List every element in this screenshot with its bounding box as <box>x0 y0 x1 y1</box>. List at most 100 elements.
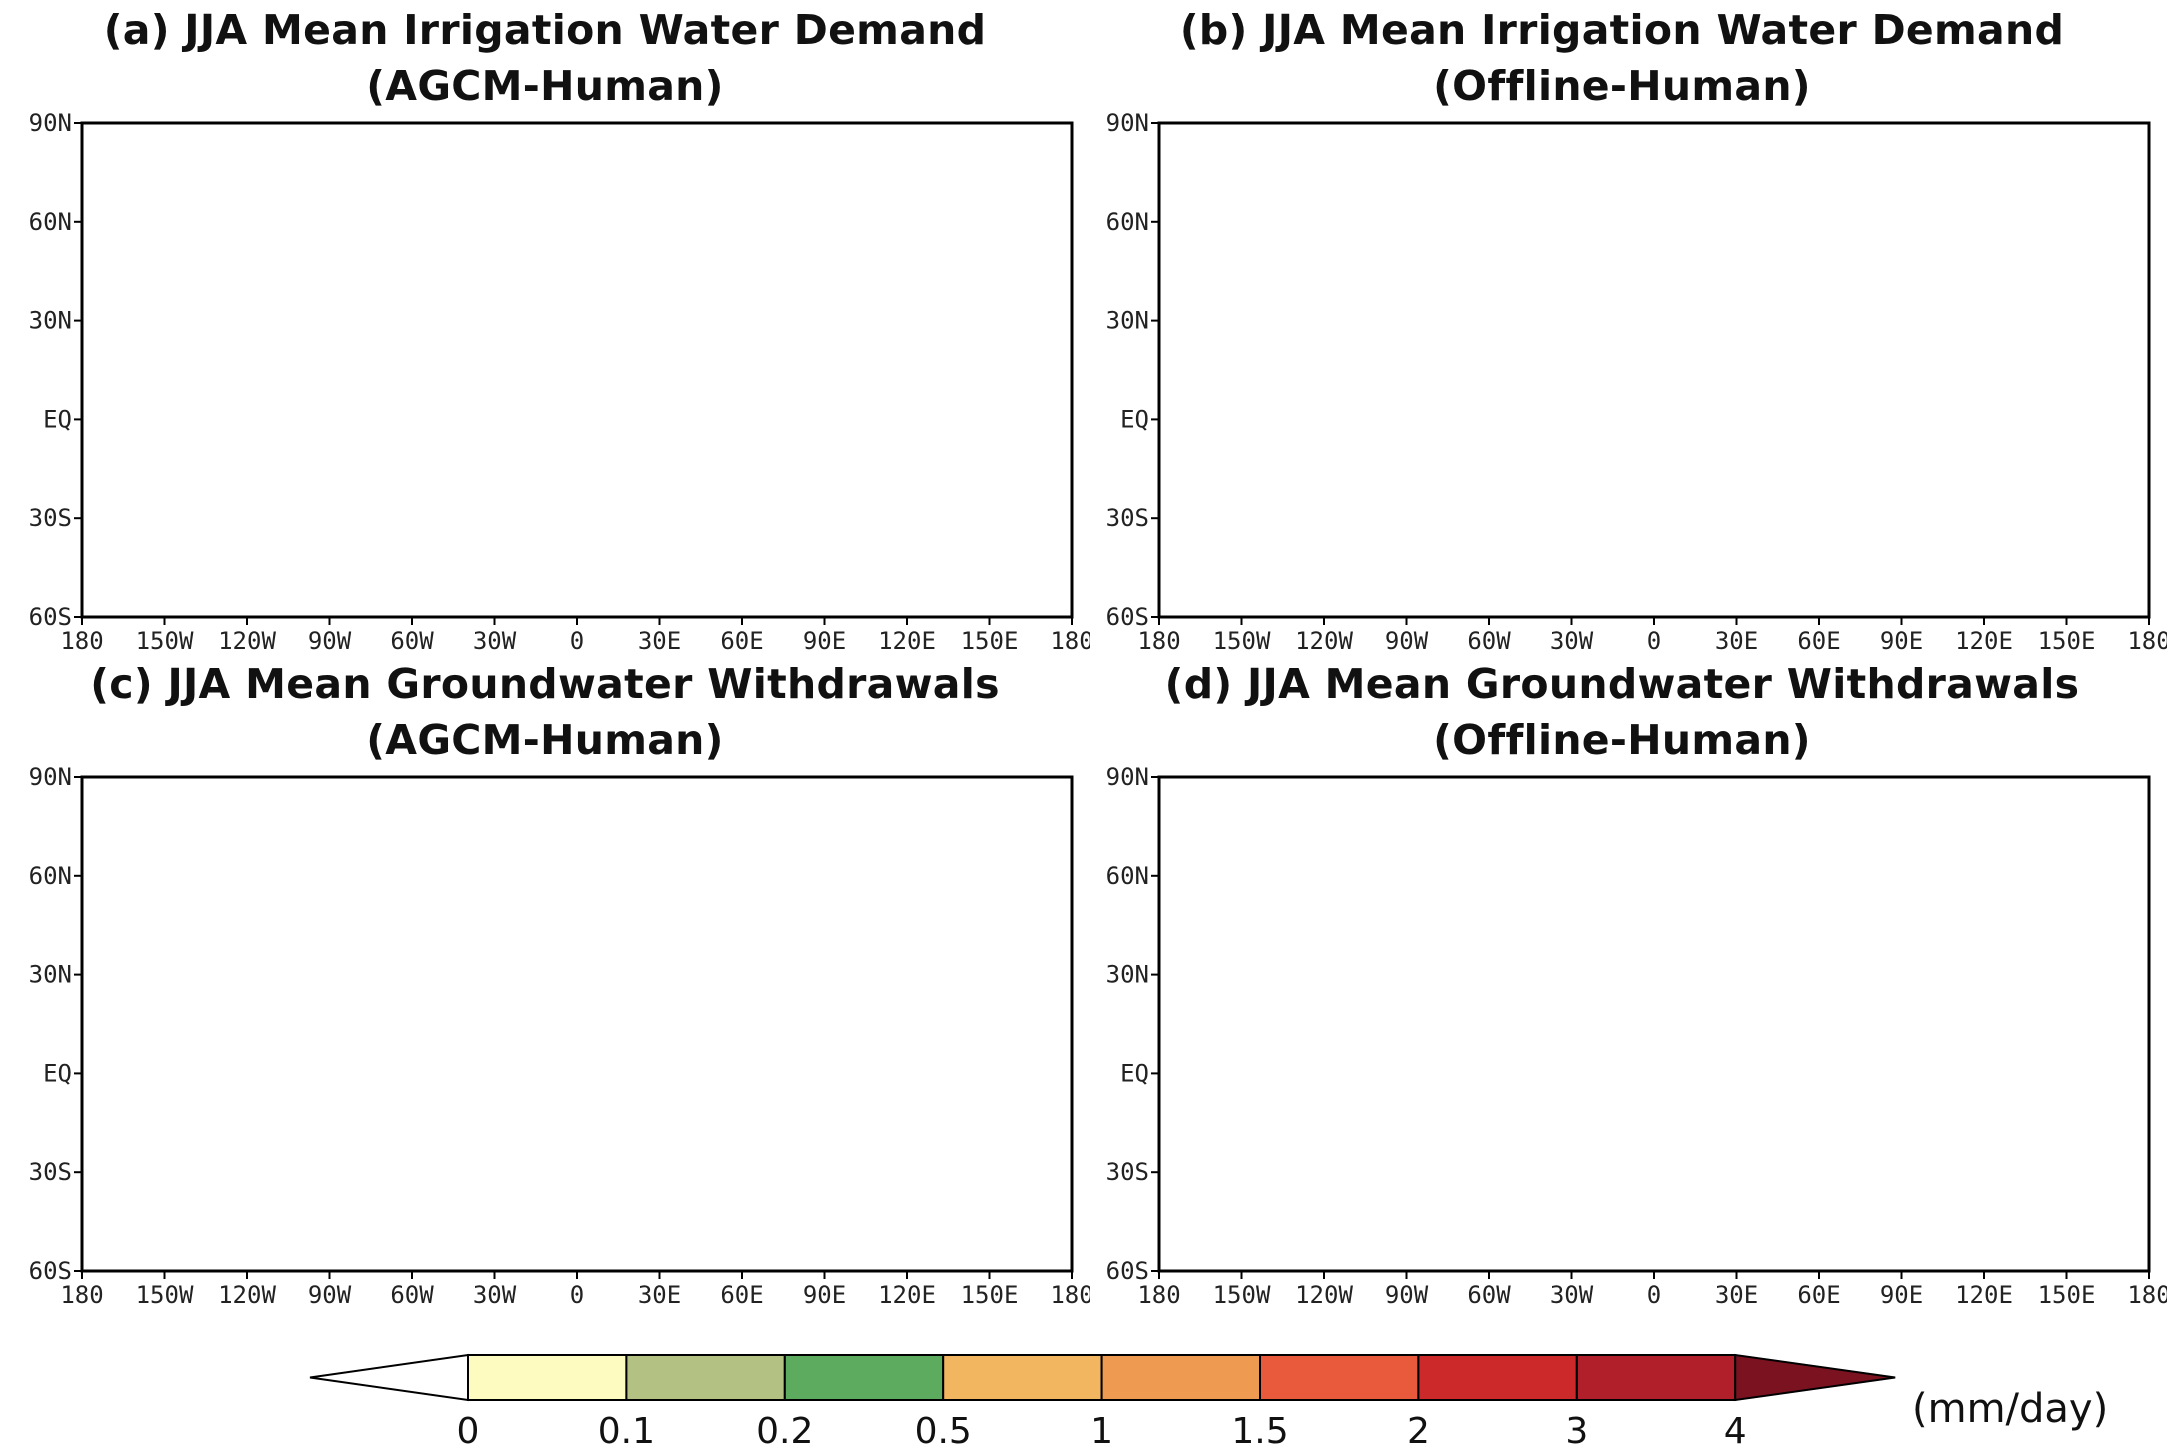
lon-tick-label: 60W <box>1467 627 1511 650</box>
lon-tick-label: 60W <box>390 627 434 650</box>
colorbar-box <box>467 1354 628 1401</box>
lat-tick-label: 90N <box>1106 109 1149 137</box>
lon-tick-label: 60E <box>1797 627 1840 650</box>
panel-subtitle: (Offline-Human) <box>1433 62 1811 110</box>
lon-tick-label: 150W <box>1213 627 1271 650</box>
lon-tick-label: 180 <box>1050 627 1090 650</box>
lon-tick-label: 150E <box>961 1281 1019 1304</box>
lat-tick-label: 60S <box>29 1257 72 1285</box>
lon-tick-label: 120E <box>878 1281 936 1304</box>
map-frame <box>80 121 1074 619</box>
colorbar-box <box>942 1354 1103 1401</box>
lon-tick-label: 90W <box>308 627 352 650</box>
lon-tick-label: 150E <box>961 627 1019 650</box>
colorbar-lower-extension <box>309 1353 469 1402</box>
lat-tick-label: 60S <box>1106 1257 1149 1285</box>
lon-tick-label: 60E <box>720 1281 763 1304</box>
colorbar-tick-label: 0.2 <box>756 1411 813 1450</box>
lon-tick-label: 120W <box>1295 627 1353 650</box>
lon-tick-label: 120E <box>1955 1281 2013 1304</box>
lon-tick-label: 150E <box>2038 1281 2096 1304</box>
lon-tick-label: 30W <box>1550 1281 1594 1304</box>
colorbar-tick-label: 4 <box>1724 1411 1747 1450</box>
panel-title: (d) JJA Mean Groundwater Withdrawals <box>1164 660 2080 708</box>
colorbar-tick-label: 2 <box>1407 1411 1430 1450</box>
lon-tick-label: 30E <box>638 627 681 650</box>
lon-tick-label: 180 <box>1137 1281 1180 1304</box>
map-frame <box>1157 121 2151 619</box>
lon-tick-label: 120W <box>218 1281 276 1304</box>
colorbar-tick-label: 0 <box>457 1411 480 1450</box>
lon-tick-label: 120W <box>218 627 276 650</box>
lon-tick-label: 0 <box>570 627 584 650</box>
lat-tick-label: 60N <box>1106 862 1149 890</box>
lon-tick-label: 90E <box>803 627 846 650</box>
colorbar-unit: (mm/day) <box>1912 1386 2109 1432</box>
lat-tick-label: 60S <box>29 603 72 631</box>
lon-tick-label: 90W <box>308 1281 352 1304</box>
lat-tick-label: 90N <box>1106 763 1149 791</box>
lat-tick-label: 30S <box>1106 504 1149 532</box>
map-frame <box>80 775 1074 1273</box>
colorbar-box <box>1417 1354 1578 1401</box>
lon-tick-label: 150W <box>136 627 194 650</box>
lat-tick-label: EQ <box>43 405 72 433</box>
lon-tick-label: 30E <box>638 1281 681 1304</box>
lon-tick-label: 60W <box>390 1281 434 1304</box>
lon-tick-label: 180 <box>2127 1281 2167 1304</box>
lon-tick-label: 150W <box>136 1281 194 1304</box>
lat-tick-label: EQ <box>1120 405 1149 433</box>
colorbar-tick-label: 0.1 <box>598 1411 655 1450</box>
lon-tick-label: 180 <box>60 627 103 650</box>
panel-d: (d) JJA Mean Groundwater Withdrawals (Of… <box>1077 654 2167 1304</box>
panel-subtitle: (AGCM-Human) <box>366 62 724 110</box>
colorbar-tick-label: 1 <box>1090 1411 1113 1450</box>
lon-tick-label: 0 <box>570 1281 584 1304</box>
lat-tick-label: 90N <box>29 763 72 791</box>
lon-tick-label: 30W <box>473 627 517 650</box>
lat-tick-label: 30S <box>1106 1158 1149 1186</box>
lon-tick-label: 90W <box>1385 1281 1429 1304</box>
lat-tick-label: 30N <box>29 307 72 335</box>
panel-title: (a) JJA Mean Irrigation Water Demand <box>103 6 987 54</box>
colorbar-box <box>625 1354 786 1401</box>
panel-a: (a) JJA Mean Irrigation Water Demand (AG… <box>0 0 1090 650</box>
colorbar-tick-label: 3 <box>1565 1411 1588 1450</box>
lon-tick-label: 90E <box>803 1281 846 1304</box>
lon-tick-label: 180 <box>1050 1281 1090 1304</box>
colorbar-box <box>1259 1354 1420 1401</box>
lat-tick-label: 90N <box>29 109 72 137</box>
lon-tick-label: 60E <box>720 627 763 650</box>
lon-tick-label: 120W <box>1295 1281 1353 1304</box>
lat-tick-label: 60S <box>1106 603 1149 631</box>
panel-b: (b) JJA Mean Irrigation Water Demand (Of… <box>1077 0 2167 650</box>
lat-tick-label: 30S <box>29 504 72 532</box>
lat-tick-label: 30N <box>1106 961 1149 989</box>
colorbar-tick-label: 1.5 <box>1231 1411 1288 1450</box>
lat-tick-label: 30N <box>1106 307 1149 335</box>
lon-tick-label: 30E <box>1715 1281 1758 1304</box>
lon-tick-label: 150W <box>1213 1281 1271 1304</box>
panel-subtitle: (AGCM-Human) <box>366 716 724 764</box>
colorbar: 0 0.1 0.2 0.5 1 1.5 2 3 4 <box>309 1353 1896 1450</box>
lon-tick-label: 30W <box>473 1281 517 1304</box>
lat-tick-label: 60N <box>1106 208 1149 236</box>
lon-tick-label: 180 <box>2127 627 2167 650</box>
panel-title: (b) JJA Mean Irrigation Water Demand <box>1179 6 2065 54</box>
lon-tick-label: 150E <box>2038 627 2096 650</box>
panel-subtitle: (Offline-Human) <box>1433 716 1811 764</box>
lon-tick-label: 120E <box>1955 627 2013 650</box>
lat-tick-label: EQ <box>1120 1059 1149 1087</box>
lon-tick-label: 30E <box>1715 627 1758 650</box>
lat-tick-label: 60N <box>29 862 72 890</box>
lon-tick-label: 90E <box>1880 1281 1923 1304</box>
lon-tick-label: 60W <box>1467 1281 1511 1304</box>
lon-tick-label: 120E <box>878 627 936 650</box>
